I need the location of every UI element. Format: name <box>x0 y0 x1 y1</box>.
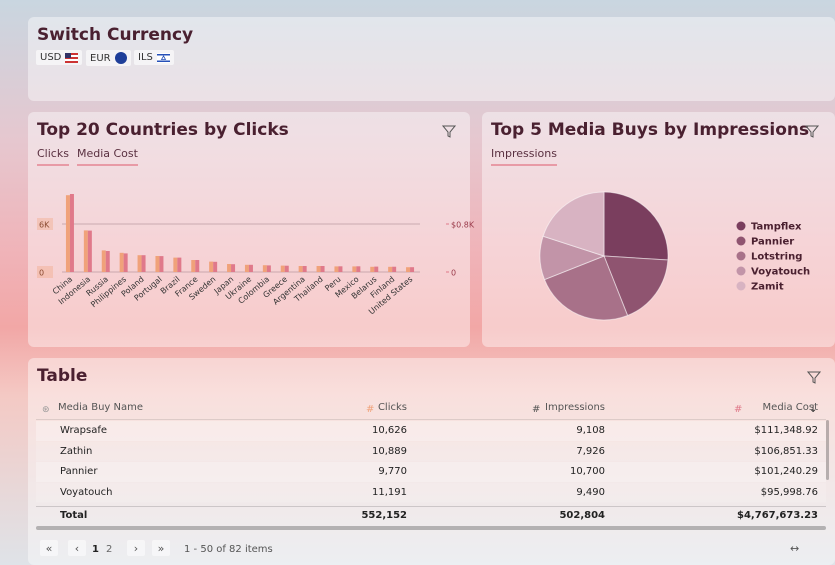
currency-label[interactable]: USD <box>40 52 61 63</box>
table-cell: Wrapsafe <box>60 425 107 436</box>
flag <box>65 53 78 63</box>
pie-panel: Top 5 Media Buys by Impressions Impressi… <box>482 112 835 347</box>
bar-panel: Top 20 Countries by Clicks Clicks Media C… <box>28 112 470 347</box>
table-cell: $101,240.29 <box>754 466 818 477</box>
table-cell: $106,851.33 <box>754 446 818 457</box>
table-cell: Pannier <box>60 466 97 477</box>
currency-button[interactable]: EUR <box>86 50 131 66</box>
tab[interactable]: Impressions <box>491 147 557 166</box>
currency-button[interactable]: USD <box>36 50 82 65</box>
table-cell: 502,804 <box>559 510 605 521</box>
panel-title: Top 20 Countries by Clicks <box>37 120 289 140</box>
dashboard: Switch Currency USD EUR ILS Top 20 Count… <box>0 0 835 565</box>
table-cell: 9,108 <box>576 425 605 436</box>
table-cell: 9,490 <box>576 487 605 498</box>
table-cell: Voyatouch <box>60 487 112 498</box>
table-cell: Total <box>60 510 87 521</box>
flag <box>157 53 170 63</box>
flag <box>115 52 127 64</box>
table-panel: Table <box>28 358 835 565</box>
panel-title: Switch Currency <box>37 25 193 45</box>
column-header[interactable]: Media Buy Name <box>58 402 143 413</box>
table-cell: $95,998.76 <box>761 487 818 498</box>
column-header[interactable]: Clicks <box>378 402 407 413</box>
panel-title: Table <box>37 366 87 386</box>
currency-button[interactable]: ILS <box>134 50 174 65</box>
table-cell: $111,348.92 <box>754 425 818 436</box>
panel-title: Top 5 Media Buys by Impressions <box>491 120 809 140</box>
currency-label[interactable]: EUR <box>90 53 111 64</box>
table-cell: 11,191 <box>372 487 407 498</box>
table-cell: 10,700 <box>570 466 605 477</box>
table-cell: Zathin <box>60 446 92 457</box>
tab[interactable]: Clicks <box>37 147 69 166</box>
tab[interactable]: Media Cost <box>77 147 138 166</box>
currency-label[interactable]: ILS <box>138 52 153 63</box>
column-header[interactable]: Impressions <box>545 402 605 413</box>
table-cell: 10,626 <box>372 425 407 436</box>
table-cell: 9,770 <box>378 466 407 477</box>
filter-icon[interactable] <box>805 124 819 138</box>
column-header[interactable]: Media Cost <box>763 402 818 413</box>
filter-icon[interactable] <box>442 124 456 138</box>
currency-panel: Switch Currency USD EUR ILS <box>28 17 835 101</box>
table-cell: 552,152 <box>361 510 407 521</box>
table-cell: 10,889 <box>372 446 407 457</box>
filter-icon[interactable] <box>807 370 821 384</box>
table-cell: 7,926 <box>576 446 605 457</box>
table-cell: $4,767,673.23 <box>737 510 818 521</box>
